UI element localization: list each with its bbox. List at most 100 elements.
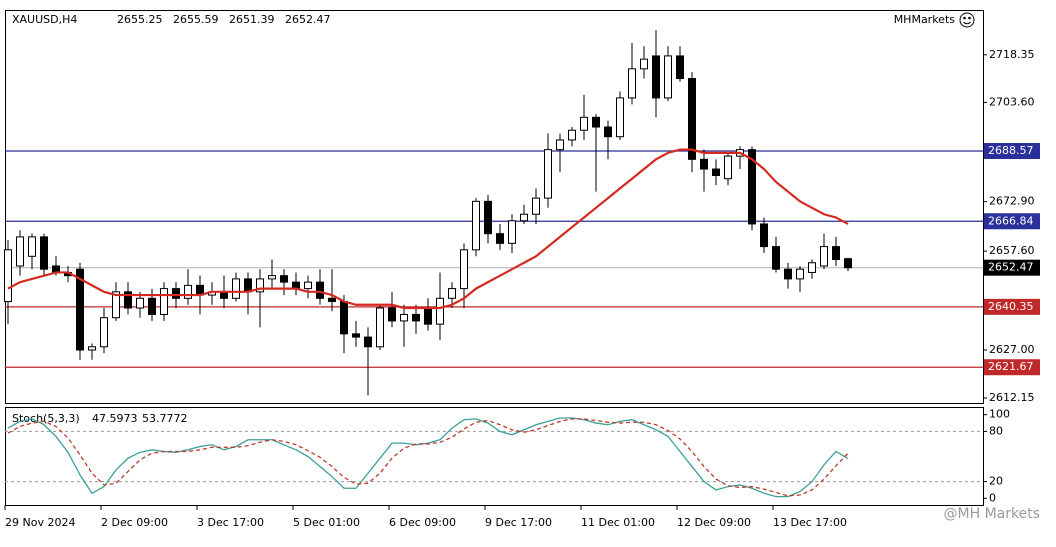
moving-average: [7, 148, 849, 310]
candle-body: [628, 68, 636, 99]
candle-body: [844, 258, 852, 269]
y-tick-label: 80: [989, 424, 1003, 437]
level-label-box: [984, 359, 1040, 376]
candle-body: [376, 307, 384, 348]
candle-body: [820, 246, 828, 267]
level-label-box: [984, 213, 1040, 230]
candle-body: [160, 288, 168, 315]
y-tick-label: 20: [989, 475, 1003, 488]
level-label-box: [984, 143, 1040, 160]
candle-body: [556, 139, 564, 151]
symbol: XAUUSD,H4: [12, 13, 77, 26]
candle-body: [76, 268, 84, 351]
candle-body: [232, 278, 240, 299]
candle-body: [172, 288, 180, 299]
candle-body: [136, 297, 144, 309]
candle-body: [544, 149, 552, 199]
stoch-pane: [5, 407, 984, 506]
candle-body: [436, 297, 444, 325]
candle-body: [616, 97, 624, 138]
candle-body: [748, 149, 756, 225]
candle-body: [808, 262, 816, 273]
candle-body: [244, 278, 252, 293]
level-label: 2621.67: [988, 360, 1034, 373]
candle-body: [688, 78, 696, 160]
candle-body: [784, 268, 792, 280]
candle-body: [520, 213, 528, 222]
level-label: 2688.57: [988, 144, 1034, 157]
x-tick-label: 29 Nov 2024: [5, 516, 75, 529]
stoch-title: Stoch(5,3,3): [12, 412, 80, 425]
candle-body: [496, 233, 504, 244]
stoch-line: [7, 418, 849, 497]
candle-body: [352, 333, 360, 338]
y-tick-label: 2672.90: [989, 195, 1035, 208]
candle-body: [796, 268, 804, 280]
smiley-icon: [959, 12, 975, 28]
x-tick-label: 5 Dec 01:00: [293, 516, 360, 529]
price-pane: [5, 10, 984, 404]
x-tick-label: 11 Dec 01:00: [581, 516, 655, 529]
header-high: 2655.59: [173, 13, 219, 26]
candle-body: [28, 236, 36, 257]
stoch-d-value: 53.7772: [142, 412, 188, 425]
candle-body: [604, 126, 612, 138]
candle-body: [760, 223, 768, 248]
candle-body: [580, 116, 588, 131]
stoch-line: [7, 417, 849, 498]
candle-body: [460, 249, 468, 290]
candle-body: [268, 275, 276, 280]
x-tick-label: 3 Dec 17:00: [197, 516, 264, 529]
candle-body: [412, 313, 420, 322]
y-tick-label: 100: [989, 408, 1010, 421]
candle-body: [472, 200, 480, 251]
header-low: 2651.39: [229, 13, 275, 26]
last-price-box: [984, 259, 1040, 276]
candle-body: [88, 346, 96, 351]
header-open: 2655.25: [117, 13, 163, 26]
y-tick-label: 2657.60: [989, 244, 1035, 257]
x-tick-label: 6 Dec 09:00: [389, 516, 456, 529]
candle-body: [832, 246, 840, 261]
candle-body: [316, 281, 324, 299]
candle-body: [700, 158, 708, 170]
candle-body: [652, 55, 660, 99]
x-tick-label: 9 Dec 17:00: [485, 516, 552, 529]
candle-body: [184, 284, 192, 299]
candle-body: [256, 278, 264, 293]
candle-body: [772, 246, 780, 270]
level-label: 2666.84: [988, 214, 1034, 227]
candle-body: [532, 197, 540, 215]
candle-body: [448, 288, 456, 299]
candle-body: [664, 55, 672, 99]
candle-body: [280, 275, 288, 283]
candle-body: [364, 336, 372, 348]
candle-body: [124, 291, 132, 309]
last-price-label: 2652.47: [988, 261, 1034, 274]
x-tick-label: 2 Dec 09:00: [101, 516, 168, 529]
candle-body: [16, 236, 24, 267]
x-tick-label: 12 Dec 09:00: [677, 516, 751, 529]
y-tick-label: 2612.15: [989, 391, 1035, 404]
candle-body: [388, 307, 396, 322]
header-close: 2652.47: [285, 13, 331, 26]
y-tick-label: 2627.00: [989, 343, 1035, 356]
stoch-k-value: 47.5973: [92, 412, 138, 425]
y-tick-label: 0: [989, 491, 996, 504]
candle-body: [676, 55, 684, 80]
candle-body: [724, 155, 732, 180]
candle-body: [100, 317, 108, 348]
candle-body: [328, 297, 336, 303]
candle-body: [424, 307, 432, 325]
candle-body: [592, 116, 600, 128]
candle-body: [340, 301, 348, 335]
candle-body: [400, 313, 408, 322]
level-label-box: [984, 298, 1040, 315]
level-label: 2640.35: [988, 300, 1034, 313]
candle-body: [484, 200, 492, 235]
candle-body: [712, 168, 720, 176]
candle-body: [304, 281, 312, 290]
candle-body: [640, 58, 648, 70]
candle-body: [148, 297, 156, 315]
